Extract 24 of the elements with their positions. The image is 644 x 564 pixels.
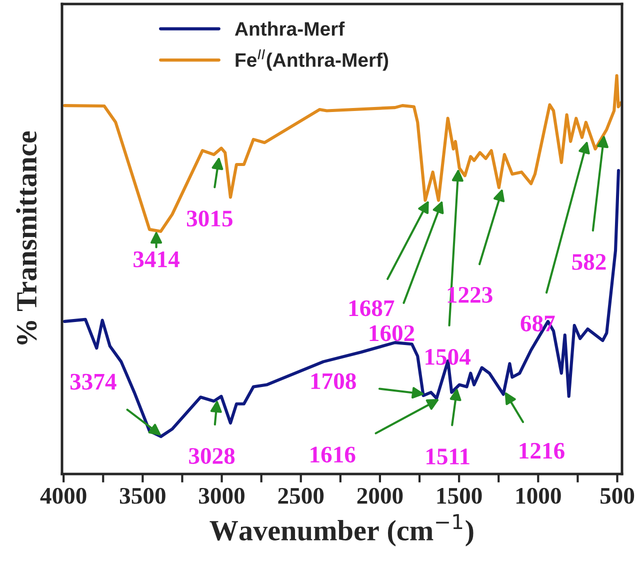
legend-label: Anthra-Merf [234,22,345,36]
annotation: 582 [572,254,606,270]
annotation: 1504 [426,348,470,365]
annotation: 1616 [310,446,356,463]
annotation: 1216 [520,442,564,459]
x-tick-label: 2500 [278,488,324,504]
annotation: 1511 [426,448,470,465]
annotation: 1602 [370,325,414,342]
annotation: 3028 [189,448,235,464]
annotation: 1708 [311,373,356,390]
annotation: 1687 [349,300,394,316]
annotation: 3414 [134,251,180,268]
x-tick-label: 1000 [516,488,561,504]
x-axis-title: Wavenumber (cm$^{−1}$) [210,514,474,546]
annotation: 3015 [186,210,232,227]
x-tick-label: 3000 [199,488,244,504]
x-tick-label: 3500 [120,488,166,504]
x-tick-label: 500 [600,488,634,504]
annotation: 3374 [70,374,116,390]
x-tick-label: 1500 [437,488,482,504]
y-axis-title: % Transmittance [16,131,37,344]
x-tick-label: 2000 [357,488,403,504]
legend-label: Fe$^{II}$(Anthra-Merf) [236,49,388,71]
x-tick-label: 4000 [40,488,86,504]
